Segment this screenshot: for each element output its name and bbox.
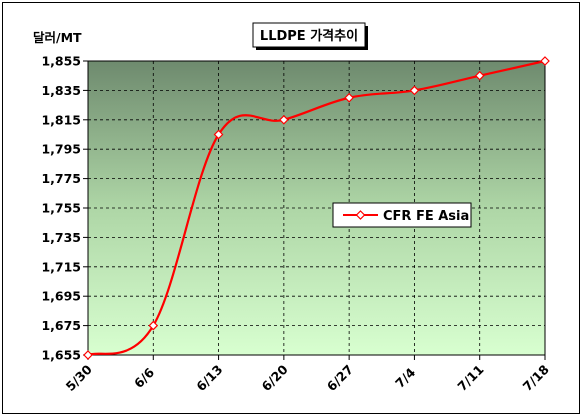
x-axis: 5/30 6/6 6/13 6/20 6/27 7/4 7/11 7/18 xyxy=(63,355,552,394)
y-tick-label: 1,855 xyxy=(41,54,81,69)
x-tick-label: 5/30 xyxy=(63,361,95,393)
legend-label: CFR FE Asia xyxy=(383,209,469,224)
data-point-marker xyxy=(540,56,550,66)
y-tick-label: 1,675 xyxy=(41,318,81,333)
data-point-marker xyxy=(83,350,93,360)
chart-title: LLDPE 가격추이 xyxy=(260,28,358,44)
data-point-marker xyxy=(148,320,159,331)
x-tick-label: 6/20 xyxy=(259,361,291,393)
data-point-marker xyxy=(474,70,485,81)
legend-marker xyxy=(355,210,366,220)
y-axis-title: 달러/MT xyxy=(33,30,82,45)
y-tick-label: 1,695 xyxy=(41,289,81,304)
x-tick-label: 6/27 xyxy=(324,362,356,394)
y-tick-label: 1,735 xyxy=(41,230,81,245)
y-tick-label: 1,775 xyxy=(41,171,81,186)
y-tick-label: 1,715 xyxy=(41,259,81,274)
series-group xyxy=(83,56,550,360)
chart-svg: 1,655 1,675 1,695 1,715 1,735 1,755 1,775 1,795… xyxy=(33,22,552,394)
data-point-marker xyxy=(279,114,289,125)
data-point-marker xyxy=(344,92,354,103)
legend: CFR FE Asia xyxy=(332,202,472,228)
x-tick-label: 6/13 xyxy=(193,362,225,394)
y-tick-label: 1,835 xyxy=(41,83,81,98)
y-tick-label: 1,655 xyxy=(41,348,81,363)
x-tick-label: 7/4 xyxy=(392,365,418,391)
data-point-marker xyxy=(213,129,224,140)
x-tick-label: 7/11 xyxy=(454,362,486,394)
y-axis: 1,655 1,675 1,695 1,715 1,735 1,755 1,775 1,795… xyxy=(41,54,88,363)
x-tick-label: 7/18 xyxy=(520,362,552,394)
y-tick-label: 1,815 xyxy=(41,112,81,127)
x-tick-label: 6/6 xyxy=(131,365,157,391)
y-tick-label: 1,795 xyxy=(41,142,81,157)
data-point-marker xyxy=(409,85,420,96)
y-tick-label: 1,755 xyxy=(41,201,81,216)
chart-title-box: LLDPE 가격추이 xyxy=(252,22,368,50)
chart-frame: 1,655 1,675 1,695 1,715 1,735 1,755 1,775 1,795… xyxy=(2,2,580,414)
